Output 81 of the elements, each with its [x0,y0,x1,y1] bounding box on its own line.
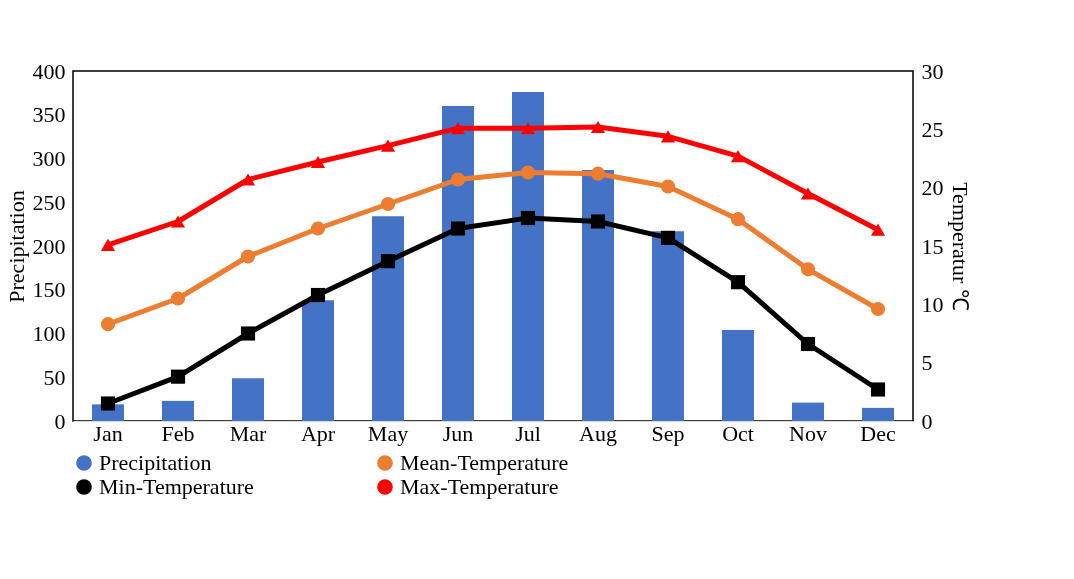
y-tick-label: 250 [32,189,66,215]
x-tick-label: Jan [93,420,123,446]
point [590,214,606,229]
x-tick-label: Nov [789,420,827,446]
y2-tick-label: 5 [921,350,933,376]
bar [652,231,684,421]
bar [792,402,824,421]
point [590,166,606,181]
bar [862,407,894,421]
legend-label: Max-Temperature [400,474,559,499]
x-tick-label: Mar [229,420,267,446]
y-tick-label: 150 [32,277,66,303]
point [520,210,536,226]
x-tick-label: May [367,420,409,446]
point [100,238,116,251]
bar [442,106,474,421]
point [870,382,886,397]
point [170,215,186,228]
point [380,196,396,212]
legend-label: Precipitation [99,450,212,475]
bar [512,92,544,421]
point [450,221,466,236]
point [380,139,396,152]
point [100,317,116,332]
point [800,187,816,200]
point [800,262,816,277]
bar [302,300,334,421]
point [170,369,186,384]
x-tick-label: Jul [515,420,541,446]
legend-label: Min-Temperature [99,474,254,499]
bar [722,330,754,421]
point [520,122,536,135]
y-tick-label: 200 [32,233,66,259]
y2-tick-label: 15 [921,233,944,259]
point [660,179,676,194]
y-tick-label: 350 [32,102,66,128]
y-axis-title: Precipitation [3,190,29,303]
y-tick-label: 50 [43,364,66,390]
legend-label: Mean-Temperature [400,450,569,475]
y2-tick-label: 20 [921,175,944,201]
bar [162,400,194,421]
y2-tick-label: 30 [921,58,944,84]
point [240,173,256,186]
point [590,120,606,134]
bar [372,216,404,421]
point [870,301,886,317]
y2-tick-label: 25 [921,116,944,142]
point [730,212,746,227]
point [310,155,326,169]
point [100,396,116,411]
y2-tick-label: 10 [921,291,944,317]
x-tick-label: Apr [300,420,336,446]
point [660,130,676,143]
y-tick-label: 100 [32,321,66,346]
point [380,254,396,269]
x-tick-label: Feb [161,420,195,446]
point [660,230,676,245]
point [450,122,466,135]
point [730,275,746,290]
point [800,336,816,352]
point [870,223,886,236]
point [310,221,326,236]
bar [232,378,264,421]
point [240,326,256,341]
x-tick-label: Jun [442,420,474,446]
point [730,150,746,163]
point [240,249,256,264]
y-tick-label: 0 [54,408,66,434]
bar [582,169,614,421]
y-tick-label: 400 [32,58,66,84]
y2-tick-label: 0 [921,408,933,434]
point [520,165,536,180]
point [170,291,186,306]
x-tick-label: Dec [860,420,896,446]
y-tick-label: 300 [32,146,66,171]
x-tick-label: Aug [579,420,617,446]
y2-axis-title: Temperatur ℃ [947,182,973,311]
x-tick-label: Oct [722,420,754,446]
x-tick-label: Sep [651,420,685,446]
point [450,172,466,187]
point [310,287,326,303]
